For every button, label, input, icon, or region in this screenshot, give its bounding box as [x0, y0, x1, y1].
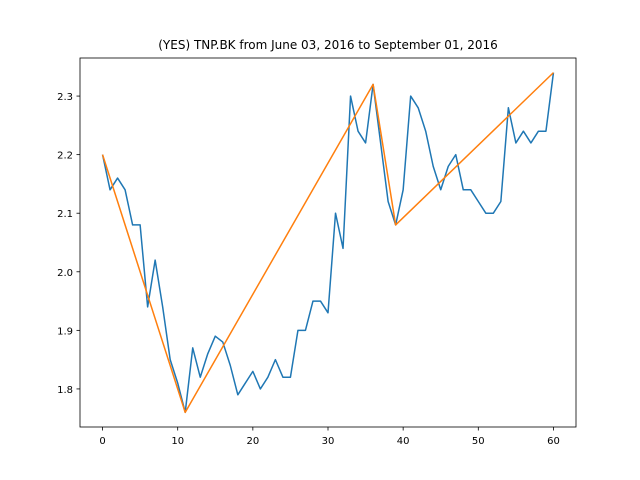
axes-frame — [79, 57, 577, 428]
y-tick-label: 2.0 — [57, 268, 73, 279]
plot-area: 0 10 20 30 40 50 60 1.8 1.9 2.0 2.1 2.2 2.3 — [57, 57, 577, 447]
y-tick-label: 1.9 — [57, 326, 73, 337]
x-tick-label: 60 — [547, 436, 560, 447]
chart-title: (YES) TNP.BK from June 03, 2016 to Septe… — [158, 38, 498, 52]
x-tick-label: 50 — [472, 436, 485, 447]
series-line-2 — [101, 72, 554, 414]
y-tick-label: 1.8 — [57, 385, 73, 396]
x-tick-label: 10 — [171, 436, 184, 447]
x-tick-label: 0 — [99, 436, 105, 447]
x-tick-label: 20 — [246, 436, 259, 447]
x-tick-label: 40 — [397, 436, 410, 447]
y-tick-label: 2.1 — [57, 209, 73, 220]
series-line-1 — [101, 72, 555, 414]
x-tick-label: 30 — [322, 436, 335, 447]
y-tick-label: 2.3 — [57, 92, 73, 103]
y-tick-label: 2.2 — [57, 151, 73, 162]
